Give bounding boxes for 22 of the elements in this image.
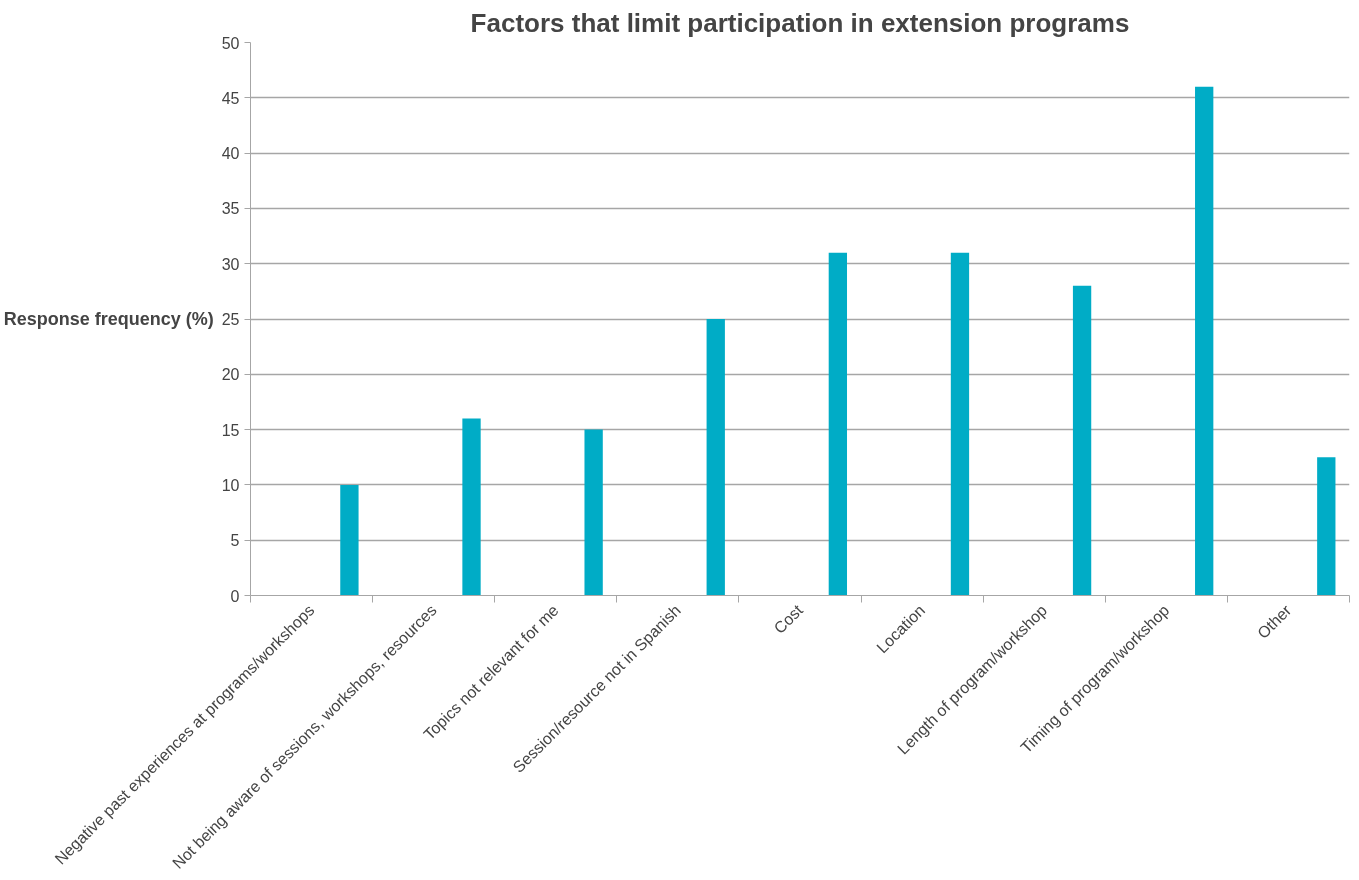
bar xyxy=(462,418,481,596)
y-tick-label: 15 xyxy=(221,421,240,439)
bar xyxy=(950,252,970,596)
chart-title: Factors that limit participation in extension programs xyxy=(470,7,1130,38)
y-tick-label: 45 xyxy=(221,89,240,107)
y-tick-label: 0 xyxy=(230,587,240,605)
y-tick-label: 10 xyxy=(221,476,240,494)
y-tick-label: 20 xyxy=(221,366,240,384)
bar xyxy=(340,484,359,596)
bar xyxy=(1195,86,1214,596)
y-tick-label: 5 xyxy=(230,532,240,550)
y-axis-title: Response frequency (%) xyxy=(3,309,214,329)
y-tick-label: 30 xyxy=(221,255,240,273)
bar xyxy=(828,252,848,596)
y-tick-label: 35 xyxy=(221,200,240,218)
bar xyxy=(1072,285,1092,596)
bar xyxy=(706,319,725,596)
bar xyxy=(1317,457,1336,596)
y-tick-label: 50 xyxy=(221,34,240,52)
y-tick-label: 40 xyxy=(221,145,240,163)
bar xyxy=(584,429,603,596)
y-tick-label: 25 xyxy=(221,311,240,328)
